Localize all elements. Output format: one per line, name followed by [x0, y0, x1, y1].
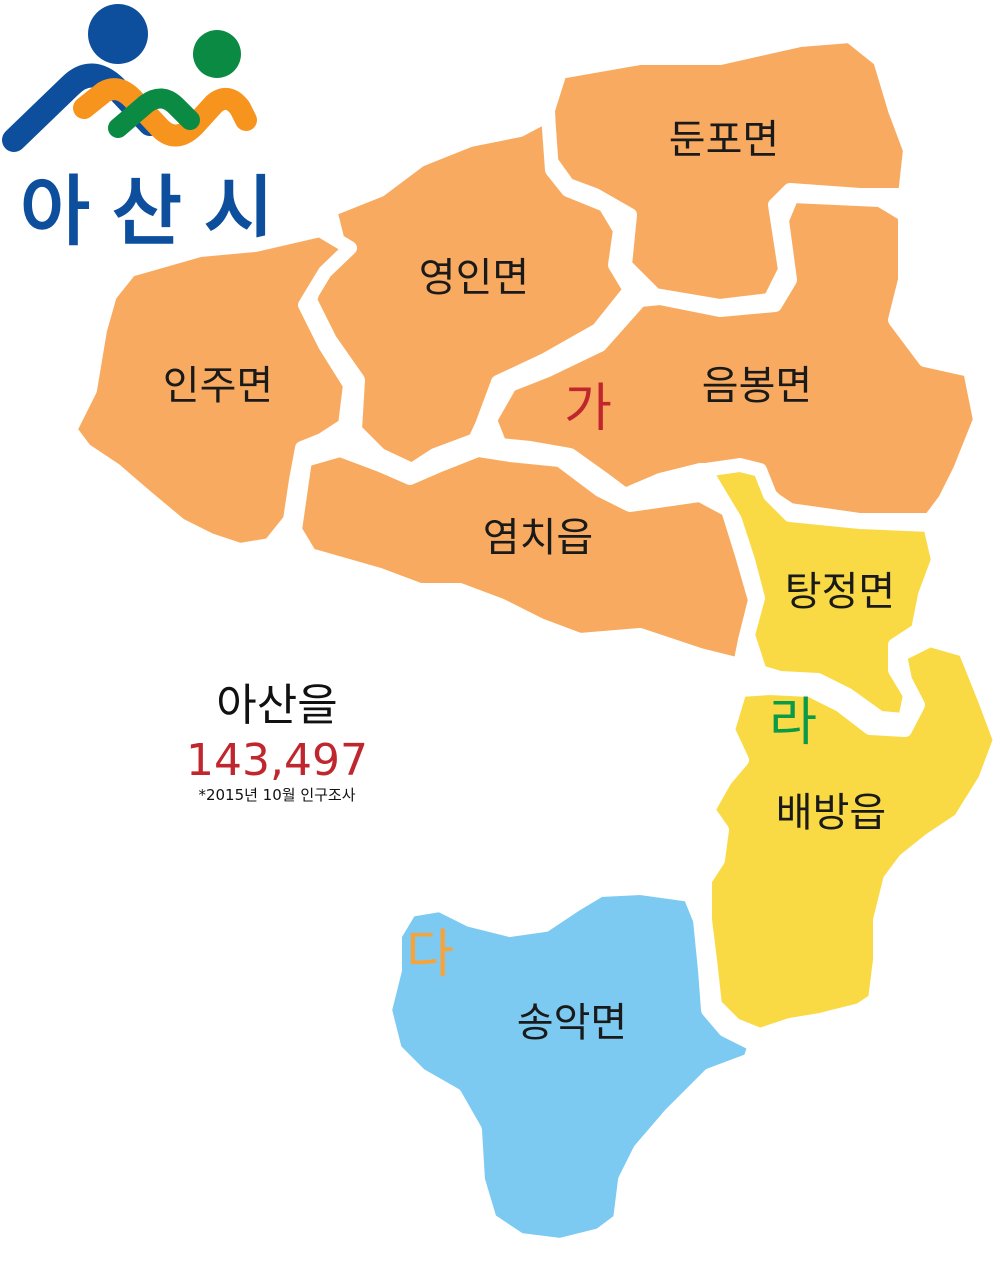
group-label-ra: 라	[769, 693, 817, 753]
region-label-yeongin: 영인면	[419, 255, 529, 301]
region-baebang[interactable]	[698, 633, 1000, 1042]
group-label-da: 다	[406, 925, 454, 985]
region-yeongin[interactable]	[303, 108, 637, 477]
population-note: *2015년 10월 인구조사	[198, 786, 355, 804]
logo-orange-stroke-icon	[73, 78, 257, 147]
region-label-baebang: 배방읍	[776, 790, 886, 836]
region-label-eumbong: 음봉면	[702, 363, 812, 409]
region-label-inju: 인주면	[163, 363, 273, 409]
group-label-ga: 가	[564, 379, 612, 439]
region-songak[interactable]	[378, 881, 762, 1252]
logo-blue-head-icon	[88, 4, 148, 64]
district-name: 아산을	[216, 680, 337, 731]
logo-green-head-icon	[193, 30, 241, 78]
region-label-tangjeong: 탕정면	[785, 569, 895, 615]
district-population: 143,497	[186, 735, 368, 786]
region-label-dunpo: 둔포면	[669, 117, 779, 163]
region-label-songak: 송악면	[517, 1000, 627, 1046]
logo-green-stroke-icon	[108, 88, 200, 138]
region-label-yeomchi: 염치읍	[483, 515, 593, 561]
asan-city-logo: 아산시	[2, 4, 274, 256]
